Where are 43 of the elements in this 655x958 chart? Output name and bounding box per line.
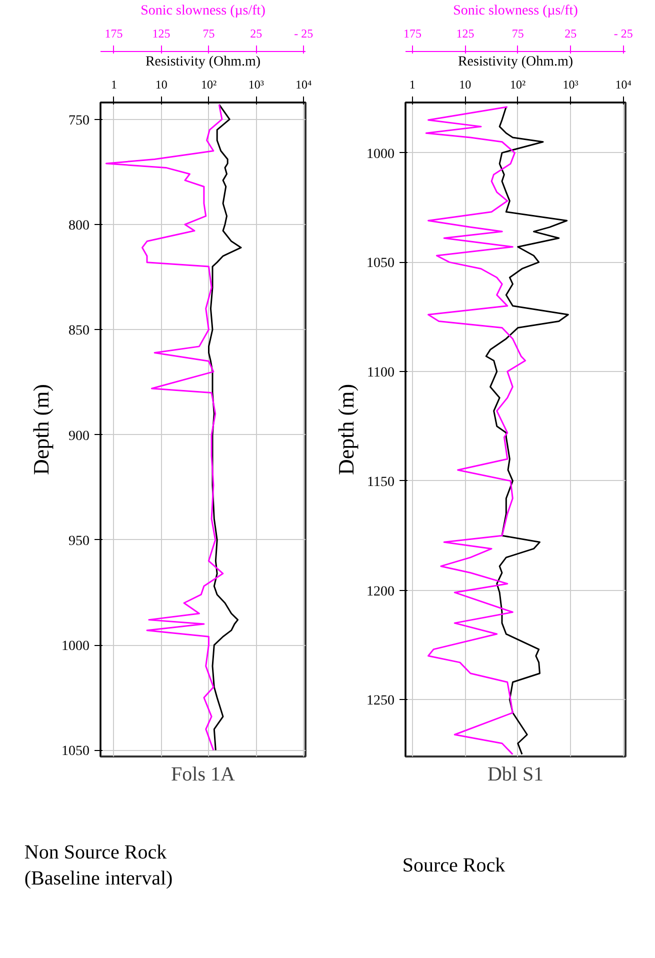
text: Dbl S1 xyxy=(487,764,544,786)
x-tick-label: 10³ xyxy=(562,78,579,92)
y-tick-label: 1050 xyxy=(62,744,90,760)
x2-tick-label: 175 xyxy=(104,26,123,40)
y-tick-label: 1000 xyxy=(366,146,394,162)
x2-tick-label: - 25 xyxy=(294,26,314,40)
y-axis-title: Depth (m) xyxy=(28,384,54,476)
x-tick-label: 10⁴ xyxy=(615,78,632,92)
y-tick-label: 800 xyxy=(68,218,90,234)
y-tick-label: 750 xyxy=(68,113,90,128)
source-note: Source Rock xyxy=(402,854,506,876)
x2-axis-title: Sonic slowness (µs/ft) xyxy=(453,4,578,18)
x2-tick-label: 75 xyxy=(202,26,215,40)
x-tick-label: 1 xyxy=(110,78,117,92)
y-tick-label: 1150 xyxy=(367,474,395,490)
y-tick-label: 1200 xyxy=(366,584,394,600)
text: Fols 1A xyxy=(171,764,236,786)
x2-tick-label: 25 xyxy=(564,26,577,40)
x-tick-label: 10 xyxy=(155,78,168,92)
x2-tick-label: 25 xyxy=(250,26,262,40)
y-tick-label: 1100 xyxy=(367,366,395,381)
x2-tick-label: 75 xyxy=(512,26,524,40)
x2-tick-label: - 25 xyxy=(614,26,633,40)
text: Non Source Rock (Baseline interval) xyxy=(24,841,173,890)
x2-tick-label: 125 xyxy=(152,26,170,40)
x2-axis-title: Sonic slowness (µs/ft) xyxy=(140,4,266,18)
x-tick-label: 1 xyxy=(409,78,416,92)
x-axis-title: Resistivity (Ohm.m) xyxy=(458,54,574,70)
x2-tick-label: 175 xyxy=(403,26,422,40)
y-tick-label: 1050 xyxy=(366,256,394,272)
x-tick-label: 10⁴ xyxy=(295,78,312,92)
y-tick-label: 1250 xyxy=(366,694,394,709)
y-tick-label: 950 xyxy=(68,534,90,549)
y-tick-label: 850 xyxy=(68,324,90,339)
y-tick-label: 1000 xyxy=(62,639,90,654)
x-tick-label: 10³ xyxy=(248,78,264,92)
x-tick-label: 10 xyxy=(459,78,472,92)
x-tick-label: 10² xyxy=(200,78,217,92)
x-tick-label: 10² xyxy=(510,78,526,92)
y-axis-title: Depth (m) xyxy=(334,384,358,476)
x2-tick-label: 125 xyxy=(456,26,474,40)
y-tick-label: 900 xyxy=(68,428,90,444)
x-axis-title: Resistivity (Ohm.m) xyxy=(145,54,261,70)
